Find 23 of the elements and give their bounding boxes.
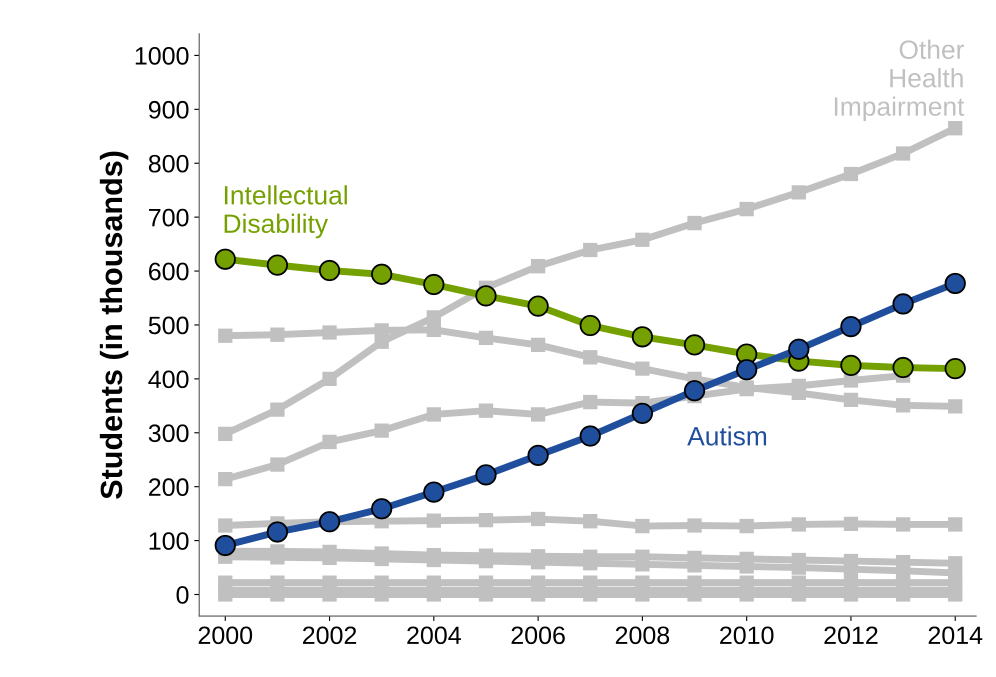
- series-label: Autism: [687, 426, 766, 446]
- y-axis-title: Students (in thousands): [100, 152, 128, 499]
- y-tick-label: 600: [149, 262, 189, 280]
- x-tick-label: 2010: [720, 626, 774, 644]
- y-tick-label: 800: [148, 154, 189, 173]
- y-tick-label: 400: [148, 370, 189, 388]
- x-tick-label: 2014: [928, 626, 982, 644]
- y-tick-label: 100: [150, 532, 189, 550]
- x-tick-label: 2002: [303, 626, 356, 644]
- series-label: Other Health Impairment: [834, 40, 964, 122]
- x-tick-label: 2000: [198, 626, 252, 644]
- y-tick-label: 1000: [136, 47, 189, 65]
- x-tick-label: 2008: [616, 626, 670, 644]
- y-tick-label: 500: [148, 316, 189, 334]
- y-tick-label: 900: [148, 100, 189, 119]
- y-tick-label: 300: [148, 424, 189, 442]
- x-tick-label: 2004: [407, 626, 461, 644]
- y-tick-label: 700: [149, 208, 189, 226]
- y-tick-label: 0: [176, 586, 188, 604]
- series-label: Intellectual Disability: [224, 185, 347, 238]
- x-tick-label: 2006: [512, 626, 565, 644]
- y-tick-label: 200: [149, 478, 189, 496]
- x-tick-label: 2012: [824, 626, 878, 644]
